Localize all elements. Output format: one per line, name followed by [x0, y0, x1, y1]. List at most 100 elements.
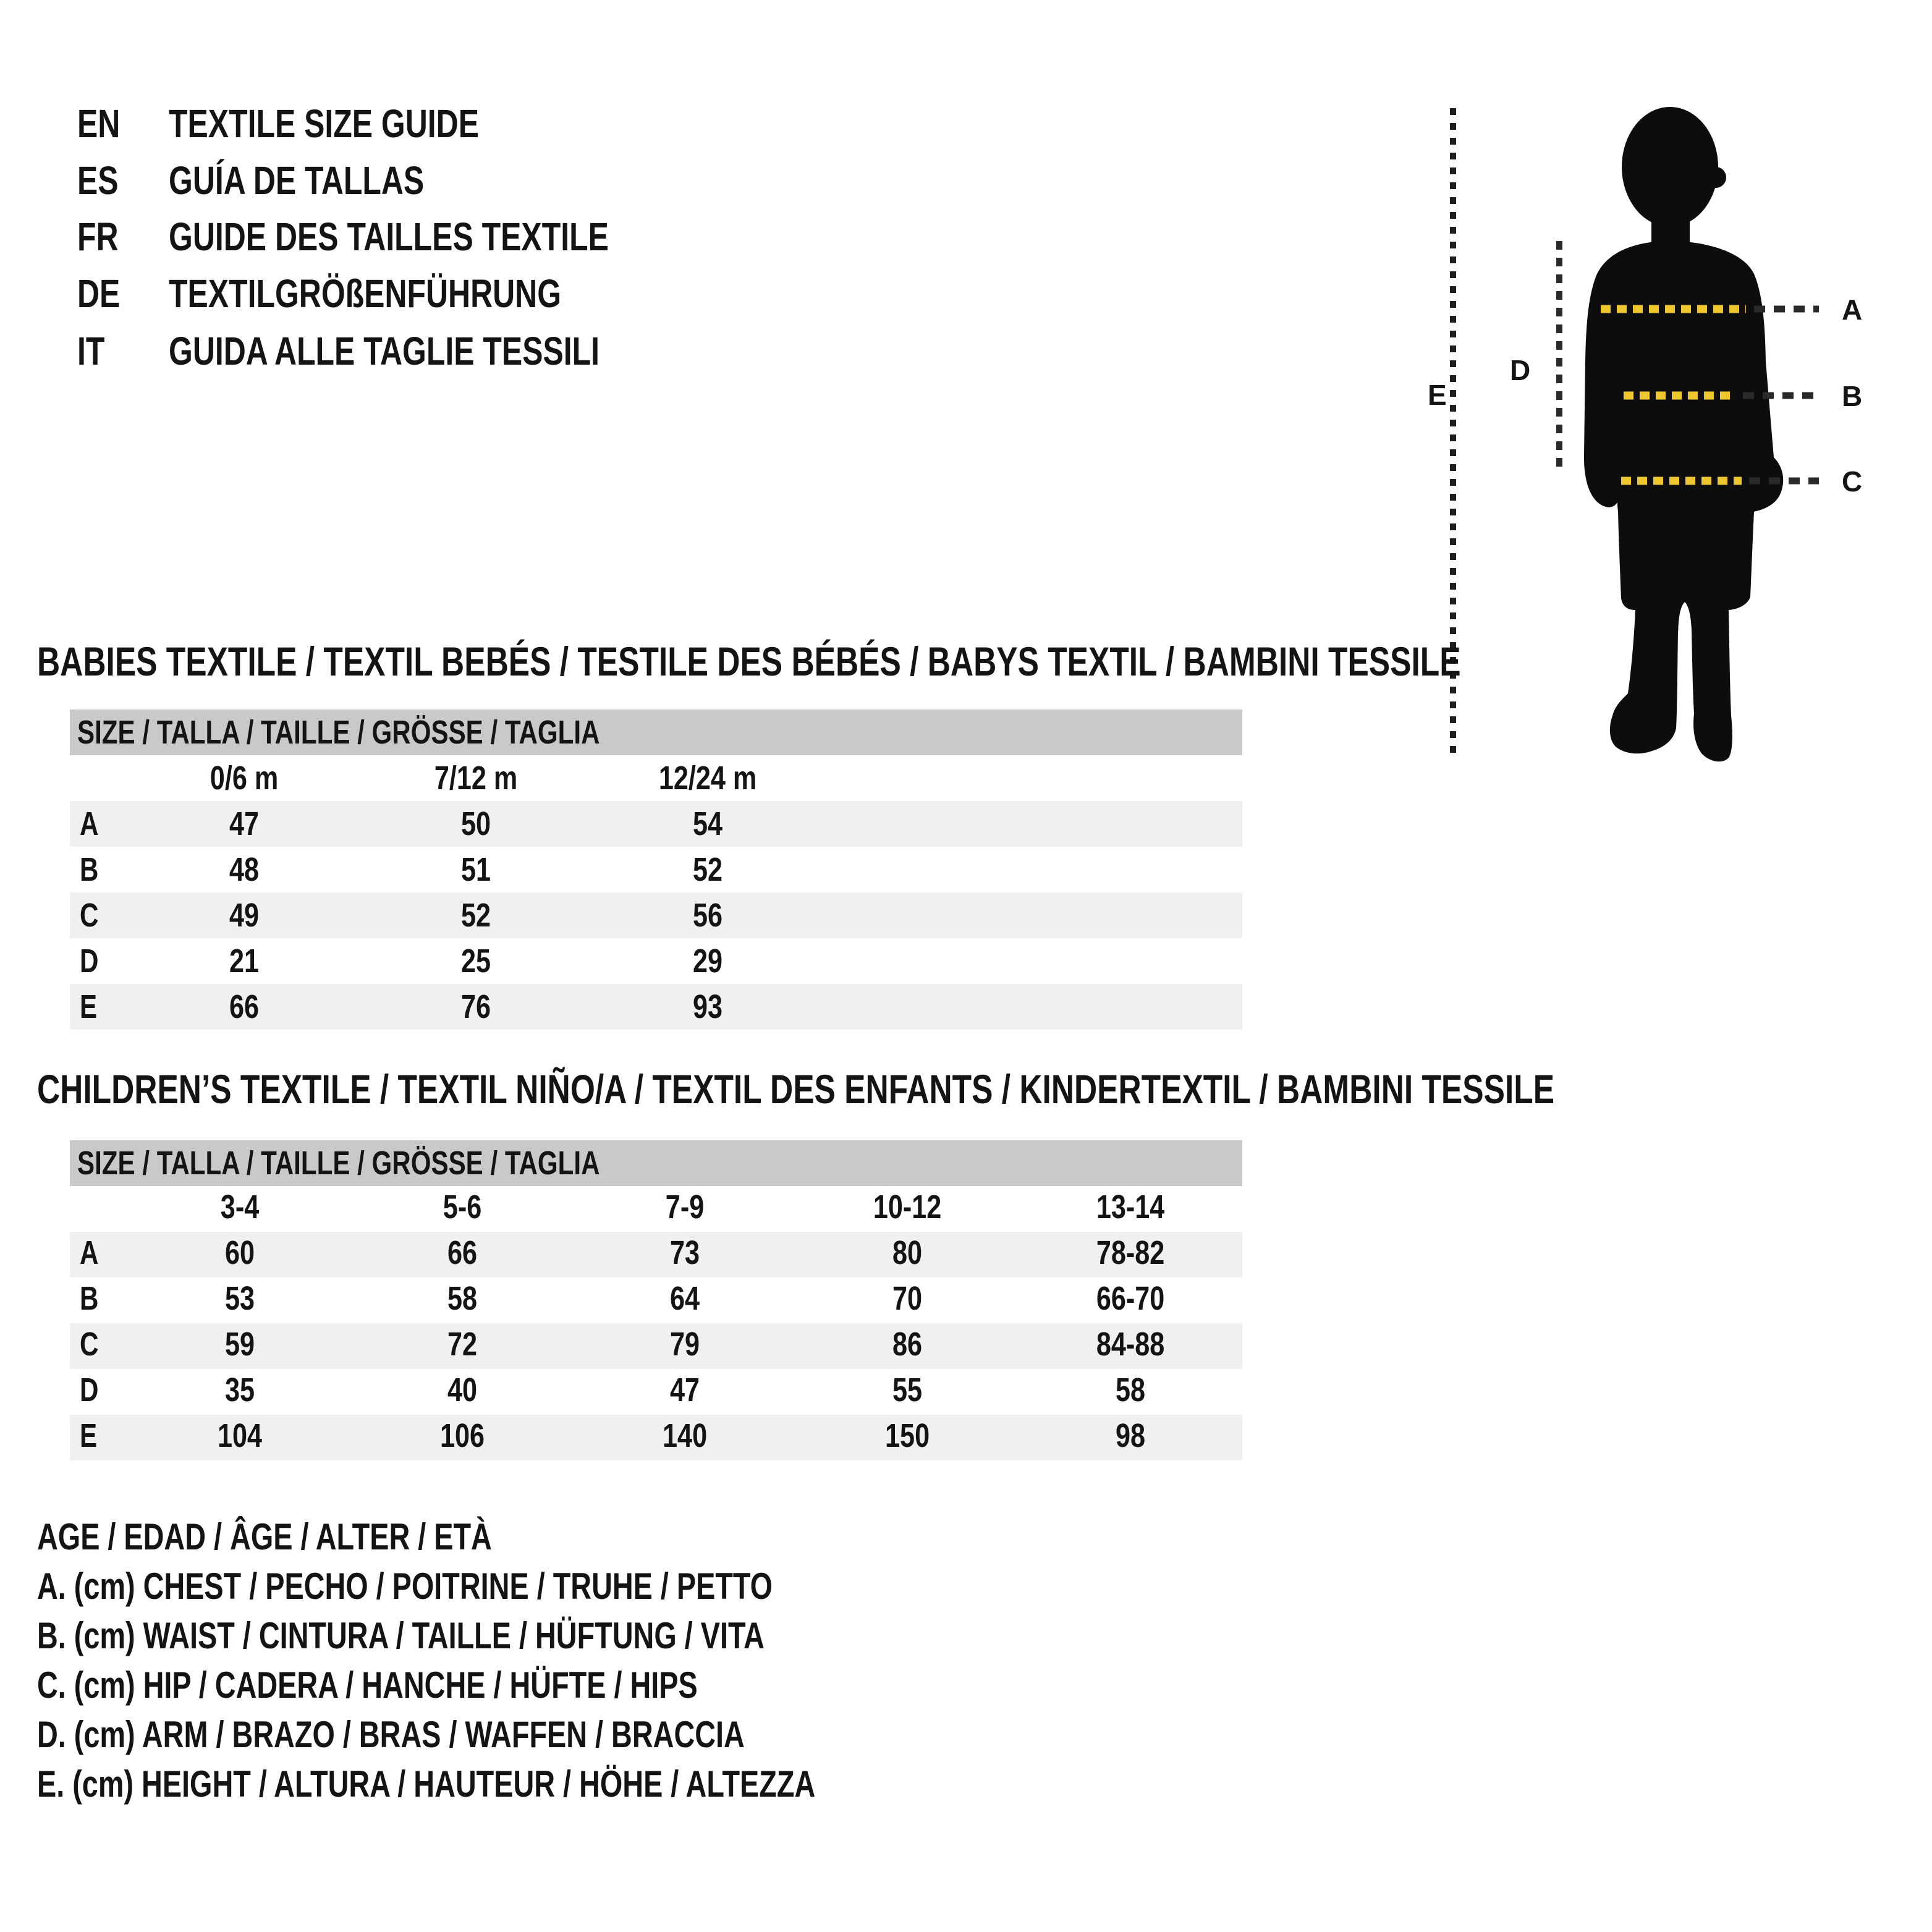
cell-value: 50: [461, 805, 491, 842]
language-title: GUÍA DE TALLAS: [169, 158, 425, 203]
language-row-it: IT GUIDA ALLE TAGLIE TESSILI: [0, 329, 927, 373]
children-size-table: SIZE / TALLA / TAILLE / GRÖSSE / TAGLIA …: [70, 1140, 1242, 1460]
legend-waist: B. (cm) WAIST / CINTURA / TAILLE / HÜFTU…: [37, 1615, 765, 1656]
language-title: TEXTILGRÖßENFÜHRUNG: [169, 271, 562, 316]
size-header-bar: SIZE / TALLA / TAILLE / GRÖSSE / TAGLIA: [70, 710, 1242, 755]
child-silhouette: [1583, 107, 1784, 762]
cell-value: 51: [461, 851, 491, 888]
cell-value: 35: [224, 1371, 255, 1409]
column-header: 13-14: [1096, 1188, 1165, 1226]
column-header: 5-6: [443, 1188, 482, 1226]
legend-arm: D. (cm) ARM / BRAZO / BRAS / WAFFEN / BR…: [37, 1714, 745, 1755]
cell-value: 55: [892, 1371, 923, 1409]
language-row-de: DE TEXTILGRÖßENFÜHRUNG: [0, 271, 927, 316]
table-row: A 47 50 54: [70, 801, 1242, 847]
row-label: B: [80, 851, 99, 888]
cell-value: 79: [669, 1326, 700, 1363]
row-label: E: [80, 1417, 98, 1454]
cell-value: 47: [229, 805, 260, 842]
cell-value: 78-82: [1096, 1234, 1165, 1271]
cell-value: 86: [892, 1326, 923, 1363]
ear-bump: [1705, 167, 1726, 188]
size-header-label: SIZE / TALLA / TAILLE / GRÖSSE / TAGLIA: [77, 1145, 600, 1182]
figure-label-height: E: [1428, 379, 1447, 411]
cell-value: 150: [884, 1417, 930, 1454]
cell-value: 84-88: [1096, 1326, 1165, 1363]
language-code: FR: [77, 214, 119, 259]
language-code: IT: [77, 329, 105, 373]
column-header-row: 3-4 5-6 7-9 10-12 13-14: [70, 1186, 1242, 1232]
column-header: 7-9: [665, 1188, 705, 1226]
cell-value: 70: [892, 1280, 923, 1317]
column-header: 10-12: [873, 1188, 942, 1226]
cell-value: 140: [662, 1417, 708, 1454]
row-label: A: [80, 805, 99, 842]
cell-value: 48: [229, 851, 260, 888]
column-header: 0/6 m: [210, 760, 279, 797]
cell-value: 21: [229, 943, 260, 980]
cell-value: 66-70: [1096, 1280, 1165, 1317]
cell-value: 58: [1115, 1371, 1146, 1409]
row-label: E: [80, 988, 98, 1025]
column-header: 7/12 m: [434, 760, 518, 797]
cell-value: 58: [447, 1280, 478, 1317]
table-row: A 60 66 73 80 78-82: [70, 1232, 1242, 1277]
language-row-fr: FR GUIDE DES TAILLES TEXTILE: [0, 214, 927, 259]
language-row-en: EN TEXTILE SIZE GUIDE: [0, 101, 927, 146]
cell-value: 25: [461, 943, 491, 980]
cell-value: 93: [693, 988, 723, 1025]
cell-value: 52: [461, 897, 491, 934]
children-heading: CHILDREN’S TEXTILE / TEXTIL NIÑO/A / TEX…: [37, 1066, 1555, 1112]
cell-value: 59: [224, 1326, 255, 1363]
cell-value: 49: [229, 897, 260, 934]
legend-chest: A. (cm) CHEST / PECHO / POITRINE / TRUHE…: [37, 1566, 773, 1607]
row-label: D: [80, 943, 99, 980]
row-label: A: [80, 1234, 99, 1271]
babies-size-table: SIZE / TALLA / TAILLE / GRÖSSE / TAGLIA …: [70, 710, 1242, 1030]
legend-age: AGE / EDAD / ÂGE / ALTER / ETÀ: [37, 1516, 492, 1557]
cell-value: 104: [217, 1417, 263, 1454]
cell-value: 98: [1115, 1417, 1146, 1454]
column-header: 3-4: [220, 1188, 260, 1226]
table-row: E 66 76 93: [70, 984, 1242, 1030]
language-title: GUIDA ALLE TAGLIE TESSILI: [169, 329, 600, 373]
cell-value: 66: [447, 1234, 478, 1271]
column-header: 12/24 m: [659, 760, 757, 797]
cell-value: 76: [461, 988, 491, 1025]
legend-height: E. (cm) HEIGHT / ALTURA / HAUTEUR / HÖHE…: [37, 1763, 816, 1805]
table-row: B 53 58 64 70 66-70: [70, 1277, 1242, 1323]
language-code: DE: [77, 271, 121, 316]
cell-value: 72: [447, 1326, 478, 1363]
language-code: ES: [77, 158, 119, 203]
cell-value: 52: [693, 851, 723, 888]
cell-value: 106: [439, 1417, 485, 1454]
cell-value: 54: [693, 805, 723, 842]
figure-label-hip: C: [1842, 465, 1862, 498]
cell-value: 29: [693, 943, 723, 980]
row-label: D: [80, 1371, 99, 1409]
cell-value: 56: [693, 897, 723, 934]
cell-value: 53: [224, 1280, 255, 1317]
cell-value: 80: [892, 1234, 923, 1271]
cell-value: 64: [669, 1280, 700, 1317]
table-row: D 21 25 29: [70, 938, 1242, 984]
legend-hip: C. (cm) HIP / CADERA / HANCHE / HÜFTE / …: [37, 1664, 698, 1706]
column-header-row: 0/6 m 7/12 m 12/24 m: [70, 755, 1242, 801]
row-label: C: [80, 897, 99, 934]
size-header-bar: SIZE / TALLA / TAILLE / GRÖSSE / TAGLIA: [70, 1140, 1242, 1186]
table-row: D 35 40 47 55 58: [70, 1369, 1242, 1415]
table-row: C 59 72 79 86 84-88: [70, 1323, 1242, 1369]
cell-value: 73: [669, 1234, 700, 1271]
row-label: C: [80, 1326, 99, 1363]
babies-heading: BABIES TEXTILE / TEXTIL BEBÉS / TESTILE …: [37, 638, 1461, 684]
cell-value: 60: [224, 1234, 255, 1271]
table-row: B 48 51 52: [70, 847, 1242, 892]
language-title: TEXTILE SIZE GUIDE: [169, 101, 480, 146]
figure-label-chest: A: [1842, 294, 1862, 326]
measurement-figure: A B C D E: [1428, 107, 1862, 762]
table-row: C 49 52 56: [70, 892, 1242, 938]
figure-label-waist: B: [1842, 380, 1862, 412]
language-title: GUIDE DES TAILLES TEXTILE: [169, 214, 609, 259]
table-row: E 104 106 140 150 98: [70, 1415, 1242, 1460]
